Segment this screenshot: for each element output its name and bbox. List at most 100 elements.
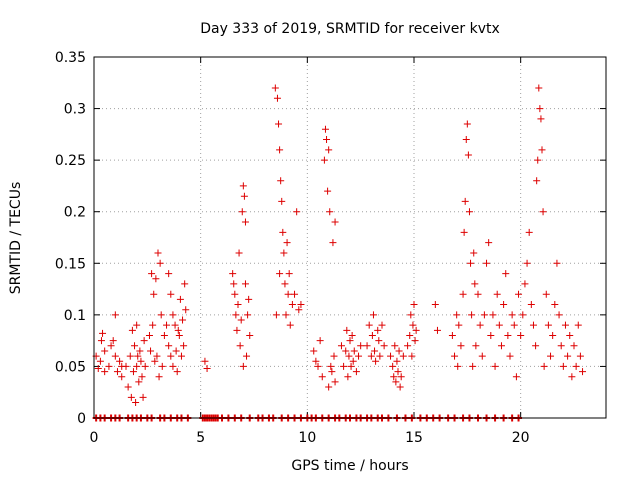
data-point — [237, 316, 245, 324]
data-point — [532, 342, 540, 350]
data-point — [151, 357, 159, 365]
data-point — [240, 192, 248, 200]
data-point — [346, 337, 354, 345]
data-point — [363, 342, 371, 350]
data-point — [451, 352, 459, 360]
data-point — [355, 352, 363, 360]
data-point — [246, 331, 254, 339]
data-point — [409, 321, 417, 329]
data-point — [453, 311, 461, 319]
data-point — [245, 295, 253, 303]
data-point — [167, 290, 175, 298]
data-point — [461, 197, 469, 205]
data-point — [348, 331, 356, 339]
x-tick-label: 15 — [405, 430, 423, 446]
x-tick-label: 0 — [90, 430, 99, 446]
data-point — [396, 383, 404, 391]
data-point — [173, 368, 181, 376]
data-point — [149, 321, 157, 329]
data-point — [343, 326, 351, 334]
data-point — [529, 321, 537, 329]
data-point — [457, 342, 465, 350]
data-point — [476, 321, 484, 329]
data-point — [380, 342, 388, 350]
data-point — [150, 290, 158, 298]
data-point — [564, 352, 572, 360]
data-point — [176, 295, 184, 303]
data-point — [387, 352, 395, 360]
data-point — [497, 342, 505, 350]
data-point — [96, 357, 104, 365]
data-point — [329, 239, 337, 247]
data-point — [480, 311, 488, 319]
data-point — [179, 316, 187, 324]
data-point — [350, 347, 358, 355]
data-point — [113, 368, 121, 376]
data-point — [519, 311, 527, 319]
data-point — [275, 120, 283, 128]
data-point — [320, 156, 328, 164]
data-point — [478, 352, 486, 360]
data-point — [136, 347, 144, 355]
data-point — [141, 362, 149, 370]
data-point — [177, 352, 185, 360]
data-points — [92, 84, 587, 407]
data-point — [169, 311, 177, 319]
data-point — [231, 290, 239, 298]
data-point — [201, 357, 209, 365]
data-point — [349, 357, 357, 365]
x-axis-ticks: 0 5 10 15 20 — [90, 57, 530, 446]
data-point — [328, 368, 336, 376]
data-point — [331, 218, 339, 226]
data-point — [462, 136, 470, 144]
data-point — [230, 280, 238, 288]
data-point — [378, 321, 386, 329]
data-point — [239, 362, 247, 370]
data-point — [229, 270, 237, 278]
data-point — [515, 290, 523, 298]
data-point — [97, 337, 105, 345]
data-point — [407, 311, 415, 319]
data-point — [371, 347, 379, 355]
data-point — [148, 270, 156, 278]
data-point — [502, 270, 510, 278]
data-point — [551, 301, 559, 309]
data-point — [570, 342, 578, 350]
data-point — [411, 337, 419, 345]
data-point — [321, 125, 329, 133]
data-point — [286, 321, 294, 329]
data-point — [276, 146, 284, 154]
data-point — [455, 321, 463, 329]
data-point — [347, 362, 355, 370]
data-point — [160, 331, 168, 339]
data-point — [310, 347, 318, 355]
chart-title: Day 333 of 2019, SRMTID for receiver kvt… — [200, 21, 500, 37]
data-point — [352, 368, 360, 376]
x-tick-label: 5 — [196, 430, 205, 446]
data-point — [324, 187, 332, 195]
data-point — [157, 311, 165, 319]
data-point — [169, 362, 177, 370]
data-point — [572, 362, 580, 370]
data-point — [404, 342, 412, 350]
data-point — [326, 208, 334, 216]
data-point — [278, 197, 286, 205]
data-point — [365, 321, 373, 329]
data-point — [468, 311, 476, 319]
data-point — [375, 337, 383, 345]
data-point — [174, 326, 182, 334]
data-point — [316, 337, 324, 345]
x-tick-label: 10 — [298, 430, 316, 446]
data-point — [101, 347, 109, 355]
data-point — [399, 352, 407, 360]
data-point — [506, 352, 514, 360]
data-point — [454, 362, 462, 370]
data-point — [281, 280, 289, 288]
data-point — [126, 352, 134, 360]
data-point — [107, 342, 115, 350]
data-point — [544, 321, 552, 329]
y-axis-ticks: 0 0.05 0.1 0.15 0.2 0.25 0.3 0.35 — [55, 50, 606, 427]
data-point — [559, 362, 567, 370]
data-point — [527, 301, 535, 309]
data-point — [127, 393, 135, 401]
